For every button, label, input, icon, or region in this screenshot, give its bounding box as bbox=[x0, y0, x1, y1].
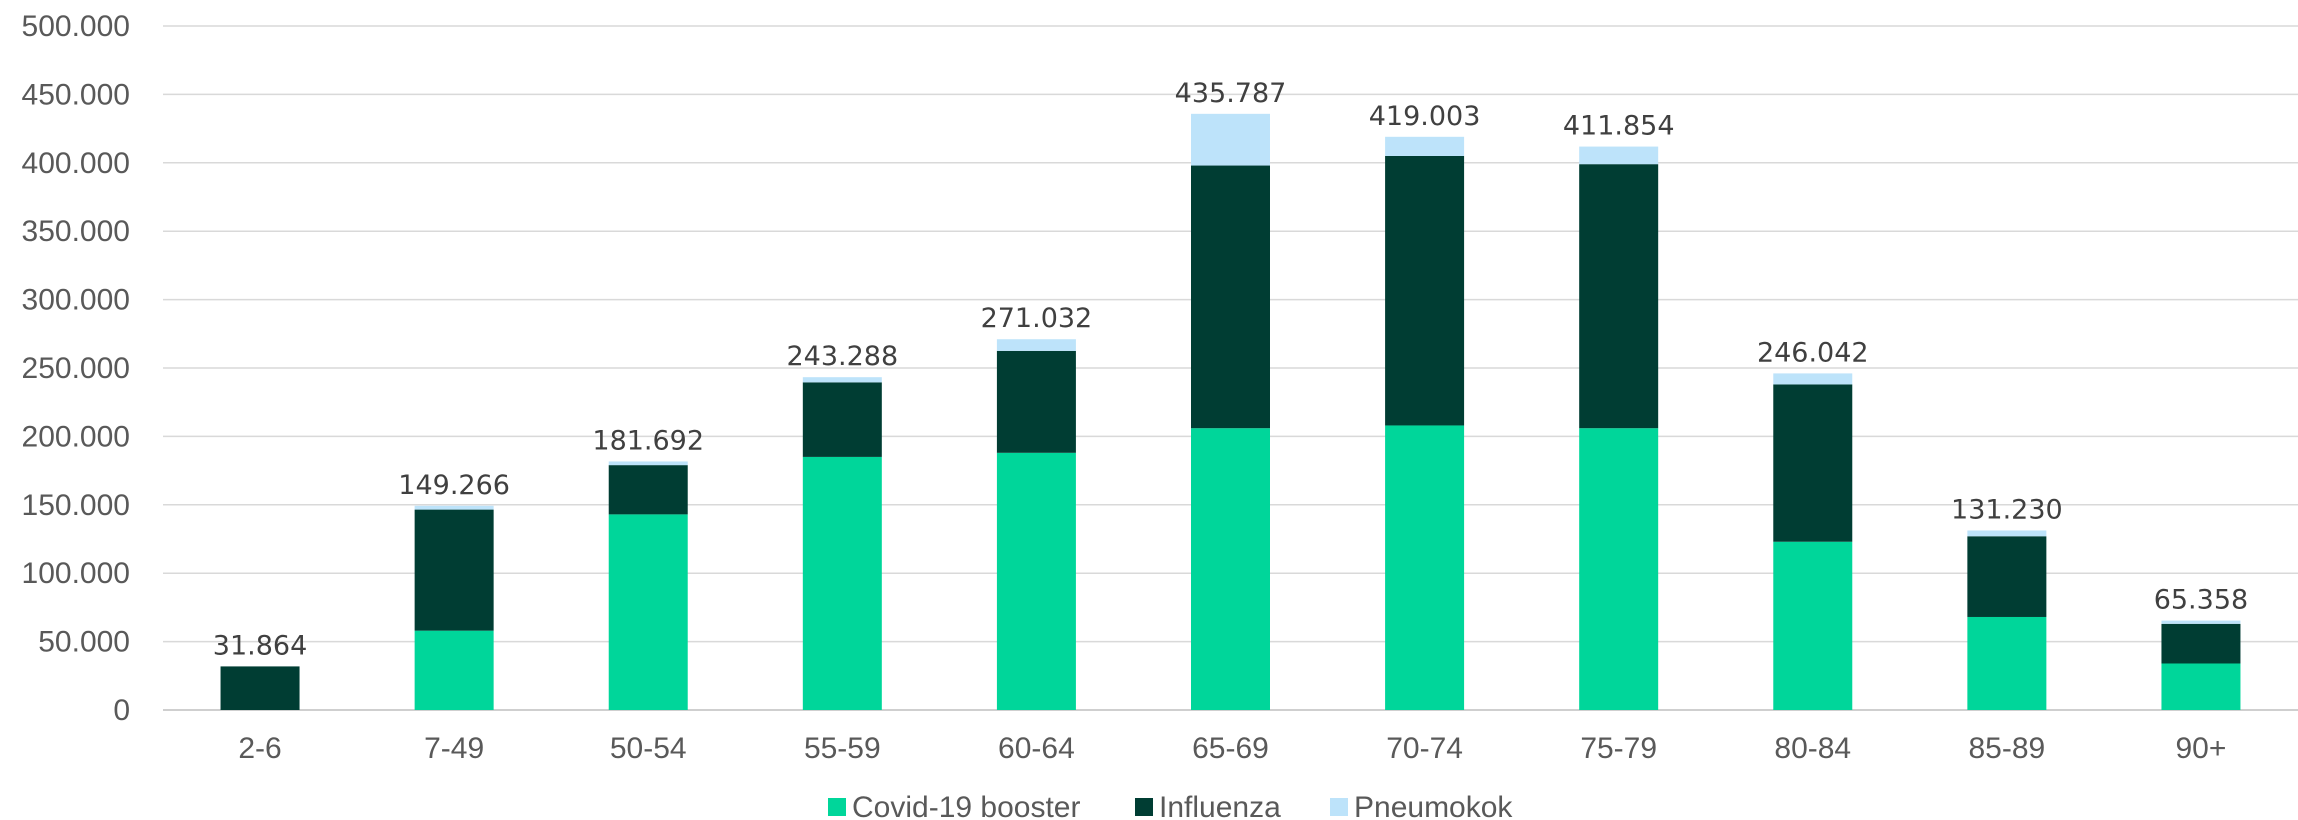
y-tick-label: 150.000 bbox=[22, 489, 130, 522]
total-label: 181.692 bbox=[592, 425, 704, 456]
x-tick-label: 75-79 bbox=[1580, 732, 1657, 765]
bar-segment-influenza bbox=[220, 666, 300, 710]
bar-segment-pneumokok bbox=[2161, 620, 2241, 624]
total-label: 243.288 bbox=[786, 341, 898, 372]
y-tick-label: 200.000 bbox=[22, 420, 130, 453]
total-label: 419.003 bbox=[1369, 101, 1481, 132]
x-tick-label: 2-6 bbox=[238, 732, 281, 765]
bar-segment-pneumokok bbox=[1385, 136, 1465, 156]
total-label: 65.358 bbox=[2154, 585, 2248, 616]
legend-label: Pneumokok bbox=[1354, 791, 1513, 820]
x-tick-label: 55-59 bbox=[804, 732, 881, 765]
x-tick-label: 50-54 bbox=[610, 732, 687, 765]
total-label: 411.854 bbox=[1563, 111, 1675, 142]
bar-segment-influenza bbox=[802, 382, 882, 457]
bar-segment-pneumokok bbox=[1191, 113, 1270, 166]
bar-segment-influenza bbox=[1385, 155, 1465, 426]
x-tick-label: 70-74 bbox=[1386, 732, 1463, 765]
bar-segment-influenza bbox=[608, 465, 688, 515]
legend-label: Covid-19 booster bbox=[852, 791, 1080, 820]
x-tick-label: 80-84 bbox=[1774, 732, 1851, 765]
bar-segment-influenza bbox=[1967, 536, 2047, 617]
bar-segment-pneumokok bbox=[1967, 530, 2047, 537]
bar-segment-covid-19-booster bbox=[802, 456, 882, 710]
bar-segment-covid-19-booster bbox=[2161, 663, 2241, 710]
bar-segment-pneumokok bbox=[414, 505, 494, 510]
bar-segment-covid-19-booster bbox=[1579, 428, 1659, 710]
bar-segment-influenza bbox=[996, 350, 1076, 453]
legend: Covid-19 booster Influenza Pneumokok bbox=[828, 791, 1513, 820]
bar-segment-covid-19-booster bbox=[1967, 616, 2047, 710]
total-label: 31.864 bbox=[213, 630, 307, 661]
bar-segment-pneumokok bbox=[996, 339, 1076, 351]
y-tick-label: 400.000 bbox=[22, 147, 130, 180]
bar-segment-pneumokok bbox=[608, 461, 688, 466]
x-tick-label: 65-69 bbox=[1192, 732, 1269, 765]
bar-segment-pneumokok bbox=[802, 377, 882, 383]
y-axis: 0 50.000 100.000 150.000 200.000 250.000 300.0… bbox=[22, 10, 130, 727]
bar-segment-influenza bbox=[1579, 164, 1659, 429]
bar-segment-influenza bbox=[1191, 165, 1270, 429]
legend-swatch bbox=[828, 798, 846, 816]
legend-label: Influenza bbox=[1159, 791, 1281, 820]
total-label: 131.230 bbox=[1951, 494, 2063, 525]
x-tick-label: 7-49 bbox=[424, 732, 484, 765]
total-label: 271.032 bbox=[981, 303, 1093, 334]
total-label: 149.266 bbox=[398, 470, 510, 501]
y-tick-label: 500.000 bbox=[22, 10, 130, 43]
bar-segment-covid-19-booster bbox=[1385, 425, 1465, 710]
bar-segment-covid-19-booster bbox=[1773, 541, 1853, 710]
x-tick-label: 85-89 bbox=[1968, 732, 2045, 765]
total-label: 246.042 bbox=[1757, 337, 1869, 368]
bar-segment-covid-19-booster bbox=[414, 630, 494, 710]
bar-segment-influenza bbox=[1773, 384, 1853, 542]
y-tick-label: 300.000 bbox=[22, 284, 130, 317]
y-tick-label: 250.000 bbox=[22, 352, 130, 385]
total-label: 435.787 bbox=[1175, 78, 1287, 109]
y-tick-label: 0 bbox=[113, 694, 130, 727]
y-tick-label: 350.000 bbox=[22, 215, 130, 248]
bar-segment-pneumokok bbox=[1773, 373, 1853, 385]
y-tick-label: 100.000 bbox=[22, 557, 130, 590]
y-tick-label: 450.000 bbox=[22, 78, 130, 111]
x-axis: 2-6 7-49 50-54 55-59 60-64 65-69 70-74 75-79 80-… bbox=[238, 732, 2226, 765]
bars bbox=[220, 113, 2241, 710]
bar-segment-covid-19-booster bbox=[1191, 428, 1270, 710]
y-tick-label: 50.000 bbox=[38, 626, 130, 659]
bar-segment-influenza bbox=[2161, 623, 2241, 664]
bar-segment-covid-19-booster bbox=[608, 514, 688, 710]
legend-swatch bbox=[1135, 798, 1153, 816]
x-tick-label: 90+ bbox=[2176, 732, 2227, 765]
bar-segment-covid-19-booster bbox=[996, 452, 1076, 710]
legend-swatch bbox=[1330, 798, 1348, 816]
x-tick-label: 60-64 bbox=[998, 732, 1075, 765]
bar-segment-pneumokok bbox=[1579, 146, 1659, 165]
total-labels: 31.864 149.266 181.692 243.288 271.032 435.78… bbox=[213, 78, 2248, 662]
bar-segment-influenza bbox=[414, 509, 494, 631]
